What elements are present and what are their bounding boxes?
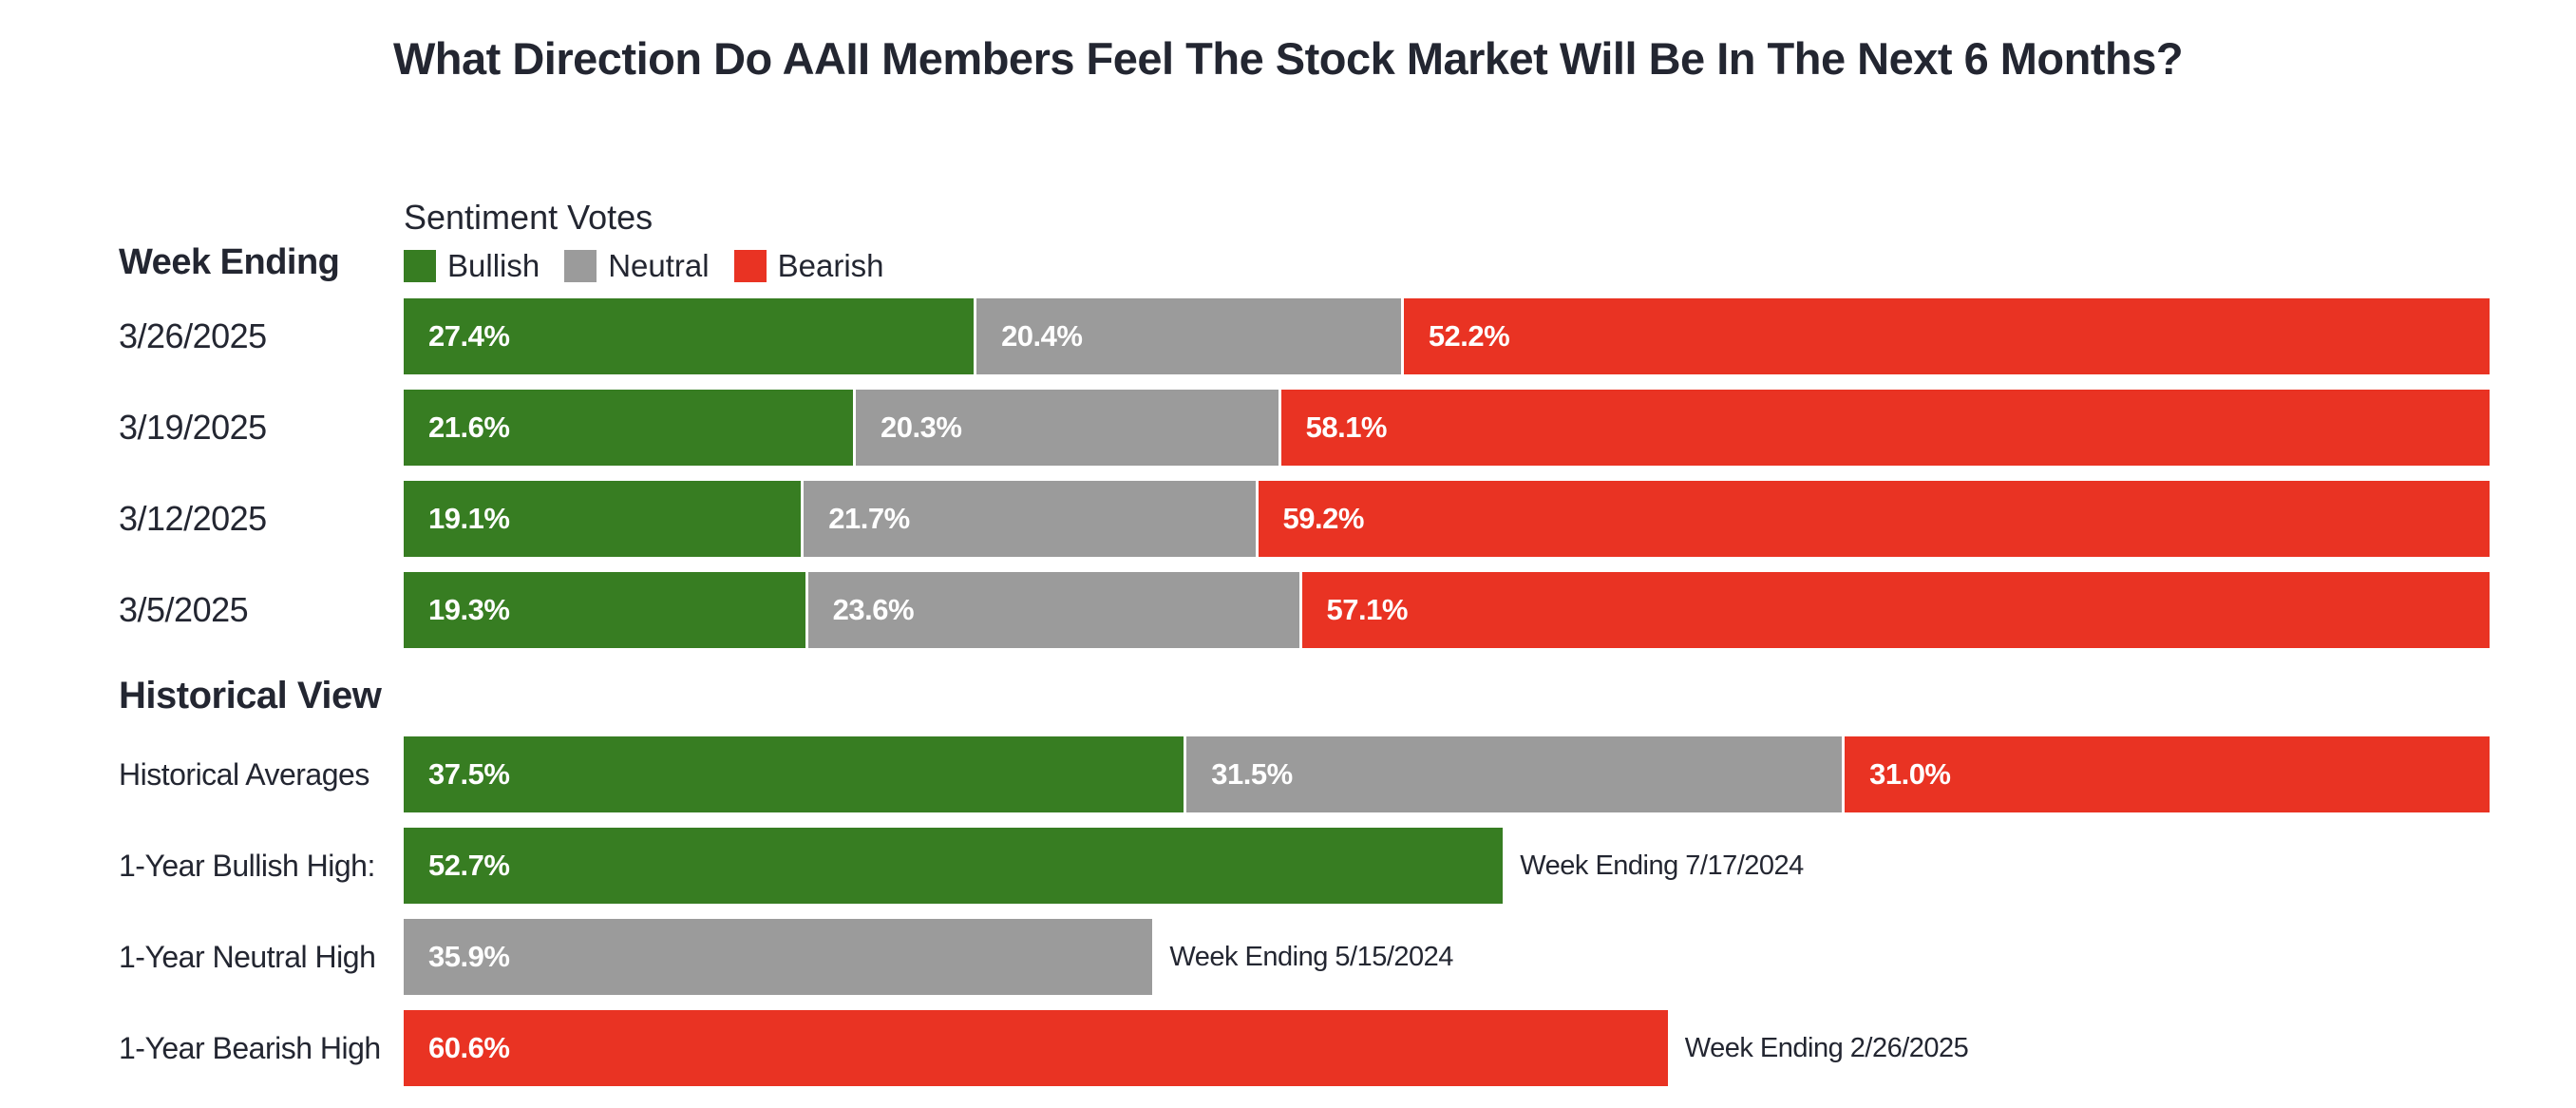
chart-row: 1-Year Bearish High 60.6% Week Ending 2/26… <box>119 1010 2490 1087</box>
chart-row: Historical Averages 37.5% 31.5% 31.0% <box>119 736 2490 813</box>
bar-value-label: 21.7% <box>828 502 910 536</box>
bar-segment-bearish: 59.2% <box>1258 481 2490 558</box>
row-label: Historical Averages <box>119 756 369 792</box>
bar-value-label: 27.4% <box>428 319 510 353</box>
bar-segment-bullish: 19.3% <box>404 572 805 649</box>
bar-value-label: 58.1% <box>1305 411 1388 445</box>
bar-segment-neutral: 20.4% <box>976 298 1401 375</box>
bar-value-label: 31.0% <box>1869 757 1951 792</box>
legend-label: Bearish <box>777 248 884 284</box>
bar-segment-bullish: 27.4% <box>404 298 975 375</box>
chart-row: 3/19/2025 21.6% 20.3% 58.1% <box>119 390 2490 467</box>
row-label: 1-Year Bearish High <box>119 1030 381 1065</box>
legend: Bullish Neutral Bearish <box>404 248 2490 284</box>
bar-value-label: 57.1% <box>1326 593 1409 627</box>
chart-row: 1-Year Bullish High: 52.7% Week Ending 7/1… <box>119 828 2490 905</box>
bullish-swatch-icon <box>404 250 436 283</box>
neutral-swatch-icon <box>564 250 597 283</box>
bar-segment-bullish: 19.1% <box>404 481 802 558</box>
bar-value-label: 37.5% <box>428 757 510 792</box>
row-bars: 19.3% 23.6% 57.1% <box>404 572 2490 649</box>
bar-annotation: Week Ending 2/26/2025 <box>1684 1032 1969 1063</box>
row-label: 1-Year Bullish High: <box>119 848 375 883</box>
bar-segment-bullish: 37.5% <box>404 736 1184 813</box>
weekly-rows: 3/26/2025 27.4% 20.4% 52.2% 3/19/2025 21.6% 20… <box>119 298 2490 649</box>
row-bars: 19.1% 21.7% 59.2% <box>404 481 2490 558</box>
historical-rows: Historical Averages 37.5% 31.5% 31.0% 1-Year… <box>119 736 2490 1087</box>
row-bars: 21.6% 20.3% 58.1% <box>404 390 2490 467</box>
bar-segment-neutral: 20.3% <box>856 390 1279 467</box>
row-label: 3/19/2025 <box>119 408 267 448</box>
row-label: 3/26/2025 <box>119 316 267 356</box>
bar-value-label: 35.9% <box>428 940 510 974</box>
bar-segment-bearish: 31.0% <box>1845 736 2490 813</box>
legend-item-bullish: Bullish <box>404 248 540 284</box>
bar-value-label: 20.4% <box>1001 319 1083 353</box>
row-bars: 27.4% 20.4% 52.2% <box>404 298 2490 375</box>
sentiment-chart: Week Ending Sentiment Votes Bullish Neutr… <box>119 197 2490 1087</box>
row-bars: 37.5% 31.5% 31.0% <box>404 736 2490 813</box>
legend-item-bearish: Bearish <box>733 248 884 284</box>
bar-value-label: 21.6% <box>428 411 510 445</box>
bar-segment-neutral: 31.5% <box>1186 736 1843 813</box>
bar-segment-bearish: 57.1% <box>1301 572 2490 649</box>
bar-value-label: 19.3% <box>428 593 510 627</box>
row-label: 3/12/2025 <box>119 499 267 539</box>
bar-value-label: 19.1% <box>428 502 510 536</box>
bar-value-label: 31.5% <box>1211 757 1293 792</box>
week-ending-header-cell: Week Ending <box>119 197 404 283</box>
bar-value-label: 52.7% <box>428 849 510 883</box>
legend-item-neutral: Neutral <box>564 248 710 284</box>
row-label: 1-Year Neutral High <box>119 939 376 974</box>
legend-title: Sentiment Votes <box>404 198 653 237</box>
bearish-swatch-icon <box>733 250 767 283</box>
row-label: 3/5/2025 <box>119 590 249 630</box>
bar-value-label: 20.3% <box>881 411 962 445</box>
bar-segment-bearish: 60.6% <box>404 1010 1668 1087</box>
chart-row: 3/12/2025 19.1% 21.7% 59.2% <box>119 481 2490 558</box>
bar-segment-bullish: 52.7% <box>404 828 1504 905</box>
bar-segment-bullish: 21.6% <box>404 390 854 467</box>
week-ending-header: Week Ending <box>119 242 340 283</box>
historical-view-header: Historical View <box>119 675 382 717</box>
legend-label: Bullish <box>447 248 540 284</box>
row-bars: 35.9% Week Ending 5/15/2024 <box>404 919 2490 996</box>
bar-value-label: 52.2% <box>1428 319 1510 353</box>
bar-value-label: 23.6% <box>832 593 915 627</box>
legend-label: Neutral <box>608 248 710 284</box>
bar-segment-neutral: 35.9% <box>404 919 1153 996</box>
legend-block: Sentiment Votes Bullish Neutral Bearish <box>404 197 2490 283</box>
bar-value-label: 59.2% <box>1282 502 1365 536</box>
bar-segment-bearish: 58.1% <box>1280 390 2490 467</box>
bar-segment-bearish: 52.2% <box>1403 298 2490 375</box>
bar-annotation: Week Ending 7/17/2024 <box>1520 850 1804 881</box>
chart-row: 1-Year Neutral High 35.9% Week Ending 5/15… <box>119 919 2490 996</box>
row-bars: 60.6% Week Ending 2/26/2025 <box>404 1010 2490 1087</box>
bar-segment-neutral: 23.6% <box>807 572 1299 649</box>
row-bars: 52.7% Week Ending 7/17/2024 <box>404 828 2490 905</box>
bar-value-label: 60.6% <box>428 1031 510 1065</box>
chart-header: Week Ending Sentiment Votes Bullish Neutr… <box>119 197 2490 283</box>
chart-row: 3/5/2025 19.3% 23.6% 57.1% <box>119 572 2490 649</box>
bar-annotation: Week Ending 5/15/2024 <box>1169 941 1453 972</box>
chart-row: 3/26/2025 27.4% 20.4% 52.2% <box>119 298 2490 375</box>
bar-segment-neutral: 21.7% <box>804 481 1256 558</box>
page-title: What Direction Do AAII Members Feel The … <box>392 33 2184 84</box>
